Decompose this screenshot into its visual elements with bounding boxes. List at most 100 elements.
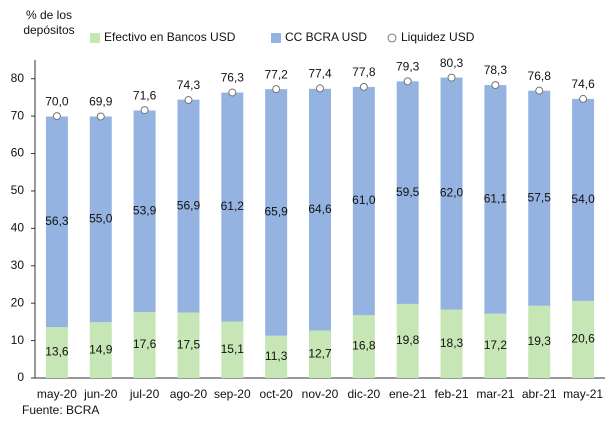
data-label: 56,9 bbox=[177, 198, 201, 212]
marker bbox=[184, 96, 193, 105]
marker bbox=[491, 81, 500, 90]
x-tick-label: jul-20 bbox=[129, 387, 160, 401]
legend-swatch bbox=[90, 33, 100, 43]
bar-segment bbox=[484, 85, 507, 314]
legend-label: CC BCRA USD bbox=[285, 30, 367, 44]
data-label: 80,3 bbox=[440, 56, 464, 70]
bar-segment bbox=[89, 116, 112, 323]
marker bbox=[272, 85, 281, 94]
data-label: 74,6 bbox=[571, 77, 595, 91]
y-tick-label: 60 bbox=[11, 146, 25, 160]
data-label: 17,2 bbox=[484, 338, 508, 352]
data-label: 62,0 bbox=[440, 186, 464, 200]
bar-segment bbox=[221, 92, 244, 322]
data-label: 13,6 bbox=[45, 345, 69, 359]
x-tick-label: sep-20 bbox=[214, 387, 251, 401]
data-label: 70,0 bbox=[45, 94, 69, 108]
bar-segment bbox=[528, 90, 551, 306]
marker bbox=[52, 112, 61, 121]
x-tick-label: may-20 bbox=[37, 387, 77, 401]
data-label: 74,3 bbox=[177, 78, 201, 92]
marker bbox=[96, 112, 105, 121]
data-label: 77,2 bbox=[264, 67, 288, 81]
marker bbox=[579, 94, 588, 103]
data-label: 57,5 bbox=[528, 190, 552, 204]
y-tick-label: 40 bbox=[11, 221, 25, 235]
bar-segment bbox=[309, 330, 331, 378]
bar-segment bbox=[177, 99, 200, 313]
data-label: 11,3 bbox=[265, 349, 288, 363]
bar-segment bbox=[572, 98, 595, 301]
marker bbox=[228, 88, 237, 97]
bar-segment bbox=[45, 116, 68, 328]
bar-segment bbox=[484, 313, 507, 378]
bar-segment bbox=[528, 305, 551, 378]
marker bbox=[403, 77, 412, 86]
data-label: 79,3 bbox=[396, 59, 420, 73]
x-tick-label: ene-21 bbox=[389, 387, 427, 401]
data-label: 17,6 bbox=[133, 337, 157, 351]
bar-segment bbox=[440, 77, 463, 310]
data-label: 15,1 bbox=[221, 342, 245, 356]
data-label: 77,4 bbox=[308, 67, 332, 81]
bar-segment bbox=[133, 312, 156, 378]
legend-label: Efectivo en Bancos USD bbox=[104, 30, 236, 44]
bar-segment bbox=[133, 110, 156, 313]
data-label: 54,0 bbox=[571, 192, 595, 206]
data-label: 65,9 bbox=[264, 205, 288, 219]
bar-segment bbox=[221, 321, 244, 378]
x-tick-label: dic-20 bbox=[348, 387, 381, 401]
x-tick-label: abr-21 bbox=[522, 387, 557, 401]
marker bbox=[316, 84, 324, 93]
bar-segment bbox=[45, 327, 68, 378]
marker bbox=[359, 82, 368, 91]
data-label: 20,6 bbox=[571, 332, 595, 346]
legend-marker bbox=[387, 33, 397, 43]
marker bbox=[447, 73, 456, 82]
x-tick-label: nov-20 bbox=[302, 387, 339, 401]
y-tick-label: 70 bbox=[11, 108, 25, 122]
x-tick-label: may-21 bbox=[563, 387, 603, 401]
data-label: 71,6 bbox=[133, 88, 157, 102]
data-label: 64,6 bbox=[308, 202, 332, 216]
data-label: 78,3 bbox=[484, 63, 508, 77]
x-tick-label: mar-21 bbox=[476, 387, 514, 401]
data-label: 61,0 bbox=[352, 193, 376, 207]
data-label: 19,8 bbox=[396, 333, 420, 347]
bar-segment bbox=[265, 335, 288, 378]
y-tick-label: 20 bbox=[11, 295, 25, 309]
data-label: 59,5 bbox=[396, 185, 420, 199]
bar-segment bbox=[572, 300, 595, 378]
y-tick-label: 80 bbox=[11, 71, 25, 85]
data-label: 61,2 bbox=[221, 199, 245, 213]
data-label: 17,5 bbox=[177, 337, 201, 351]
data-label: 16,8 bbox=[352, 339, 376, 353]
data-label: 69,9 bbox=[89, 95, 113, 109]
bar-segment bbox=[396, 303, 419, 378]
legend-swatch bbox=[271, 33, 281, 43]
bar-segment bbox=[396, 81, 419, 304]
y-tick-label: 0 bbox=[17, 370, 24, 384]
data-label: 55,0 bbox=[89, 212, 113, 226]
data-label: 77,8 bbox=[352, 65, 376, 79]
data-label: 76,8 bbox=[528, 69, 552, 83]
legend-label: Liquidez USD bbox=[401, 30, 475, 44]
y-axis-title: % de los depósitos bbox=[23, 8, 75, 37]
x-tick-label: jun-20 bbox=[83, 387, 118, 401]
bar-segment bbox=[265, 89, 288, 336]
bar-segment bbox=[352, 86, 375, 316]
data-label: 53,9 bbox=[133, 204, 157, 218]
x-tick-label: oct-20 bbox=[259, 387, 293, 401]
data-label: 18,3 bbox=[440, 336, 464, 350]
data-label: 12,7 bbox=[308, 346, 332, 360]
source: Fuente: BCRA bbox=[22, 403, 99, 417]
bar-segment bbox=[177, 312, 200, 378]
marker bbox=[140, 106, 149, 115]
data-label: 56,3 bbox=[45, 214, 69, 228]
bar-segment bbox=[89, 322, 112, 378]
x-tick-label: ago-20 bbox=[170, 387, 208, 401]
data-label: 14,9 bbox=[89, 342, 113, 356]
y-tick-label: 30 bbox=[11, 258, 25, 272]
